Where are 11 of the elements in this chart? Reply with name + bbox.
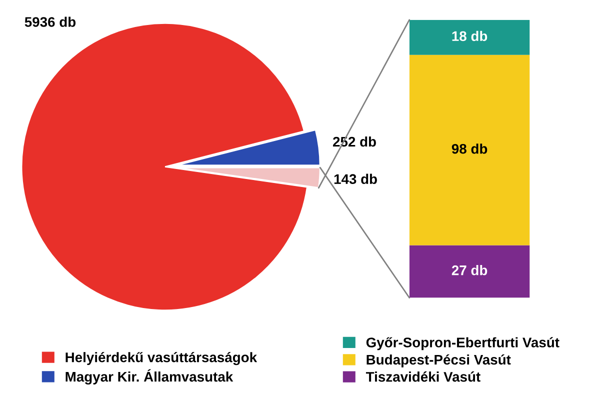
data-label: 143 db	[334, 174, 377, 184]
legend-label: Budapest-Pécsi Vasút	[366, 354, 511, 368]
legend-label: Helyiérdekű vasúttársaságok	[66, 352, 258, 366]
data-label: 252 db	[333, 136, 376, 147]
data-label: 27 db	[452, 265, 488, 276]
data-label: 18 db	[452, 30, 488, 42]
legend-label: Tiszavidéki Vasút	[366, 371, 480, 382]
legend-label: Győr-Sopron-Ebertfurti Vasút	[366, 337, 560, 350]
data-label: 5936 db	[24, 16, 76, 27]
data-label: 98 db	[452, 144, 488, 154]
legend-label: Magyar Kir. Államvasutak	[66, 369, 234, 384]
